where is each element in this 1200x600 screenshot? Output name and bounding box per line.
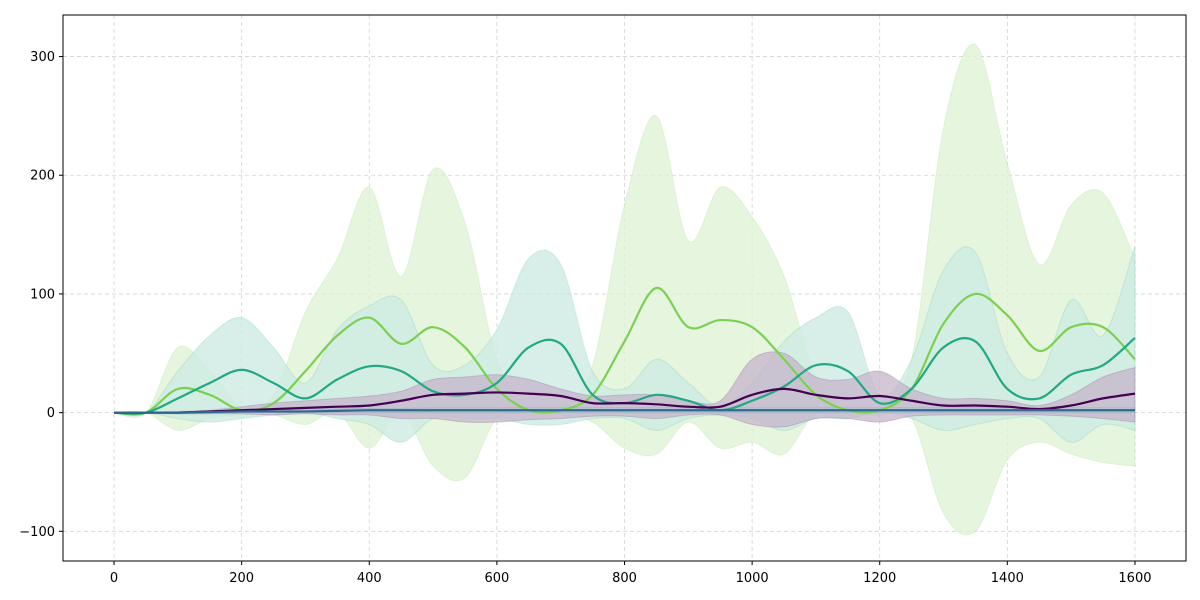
x-tick-label: 1600 bbox=[1118, 571, 1151, 586]
y-tick-label: −100 bbox=[19, 525, 55, 540]
x-tick-label: 400 bbox=[357, 571, 382, 586]
series-2-line bbox=[114, 387, 1136, 414]
x-tick-label: 600 bbox=[484, 571, 509, 586]
confidence-bands bbox=[113, 43, 1136, 536]
y-tick-label: 200 bbox=[30, 169, 55, 184]
x-tick-label: 0 bbox=[110, 571, 118, 586]
series-0-line bbox=[113, 286, 1136, 416]
x-tick-label: 800 bbox=[612, 571, 637, 586]
x-tick-label: 1400 bbox=[991, 571, 1024, 586]
x-axis-ticks: 0 200 400 600 800 1000 1200 1400 1600 bbox=[110, 561, 1152, 586]
y-tick-label: 0 bbox=[47, 406, 55, 421]
series-3-line bbox=[114, 409, 1135, 414]
x-tick-label: 200 bbox=[229, 571, 254, 586]
series-lines bbox=[113, 286, 1136, 416]
x-tick-label: 1200 bbox=[863, 571, 896, 586]
y-tick-label: 100 bbox=[30, 287, 55, 302]
y-axis-ticks: −100 0 100 200 300 bbox=[19, 50, 63, 540]
x-tick-label: 1000 bbox=[736, 571, 769, 586]
y-tick-label: 300 bbox=[30, 50, 55, 65]
